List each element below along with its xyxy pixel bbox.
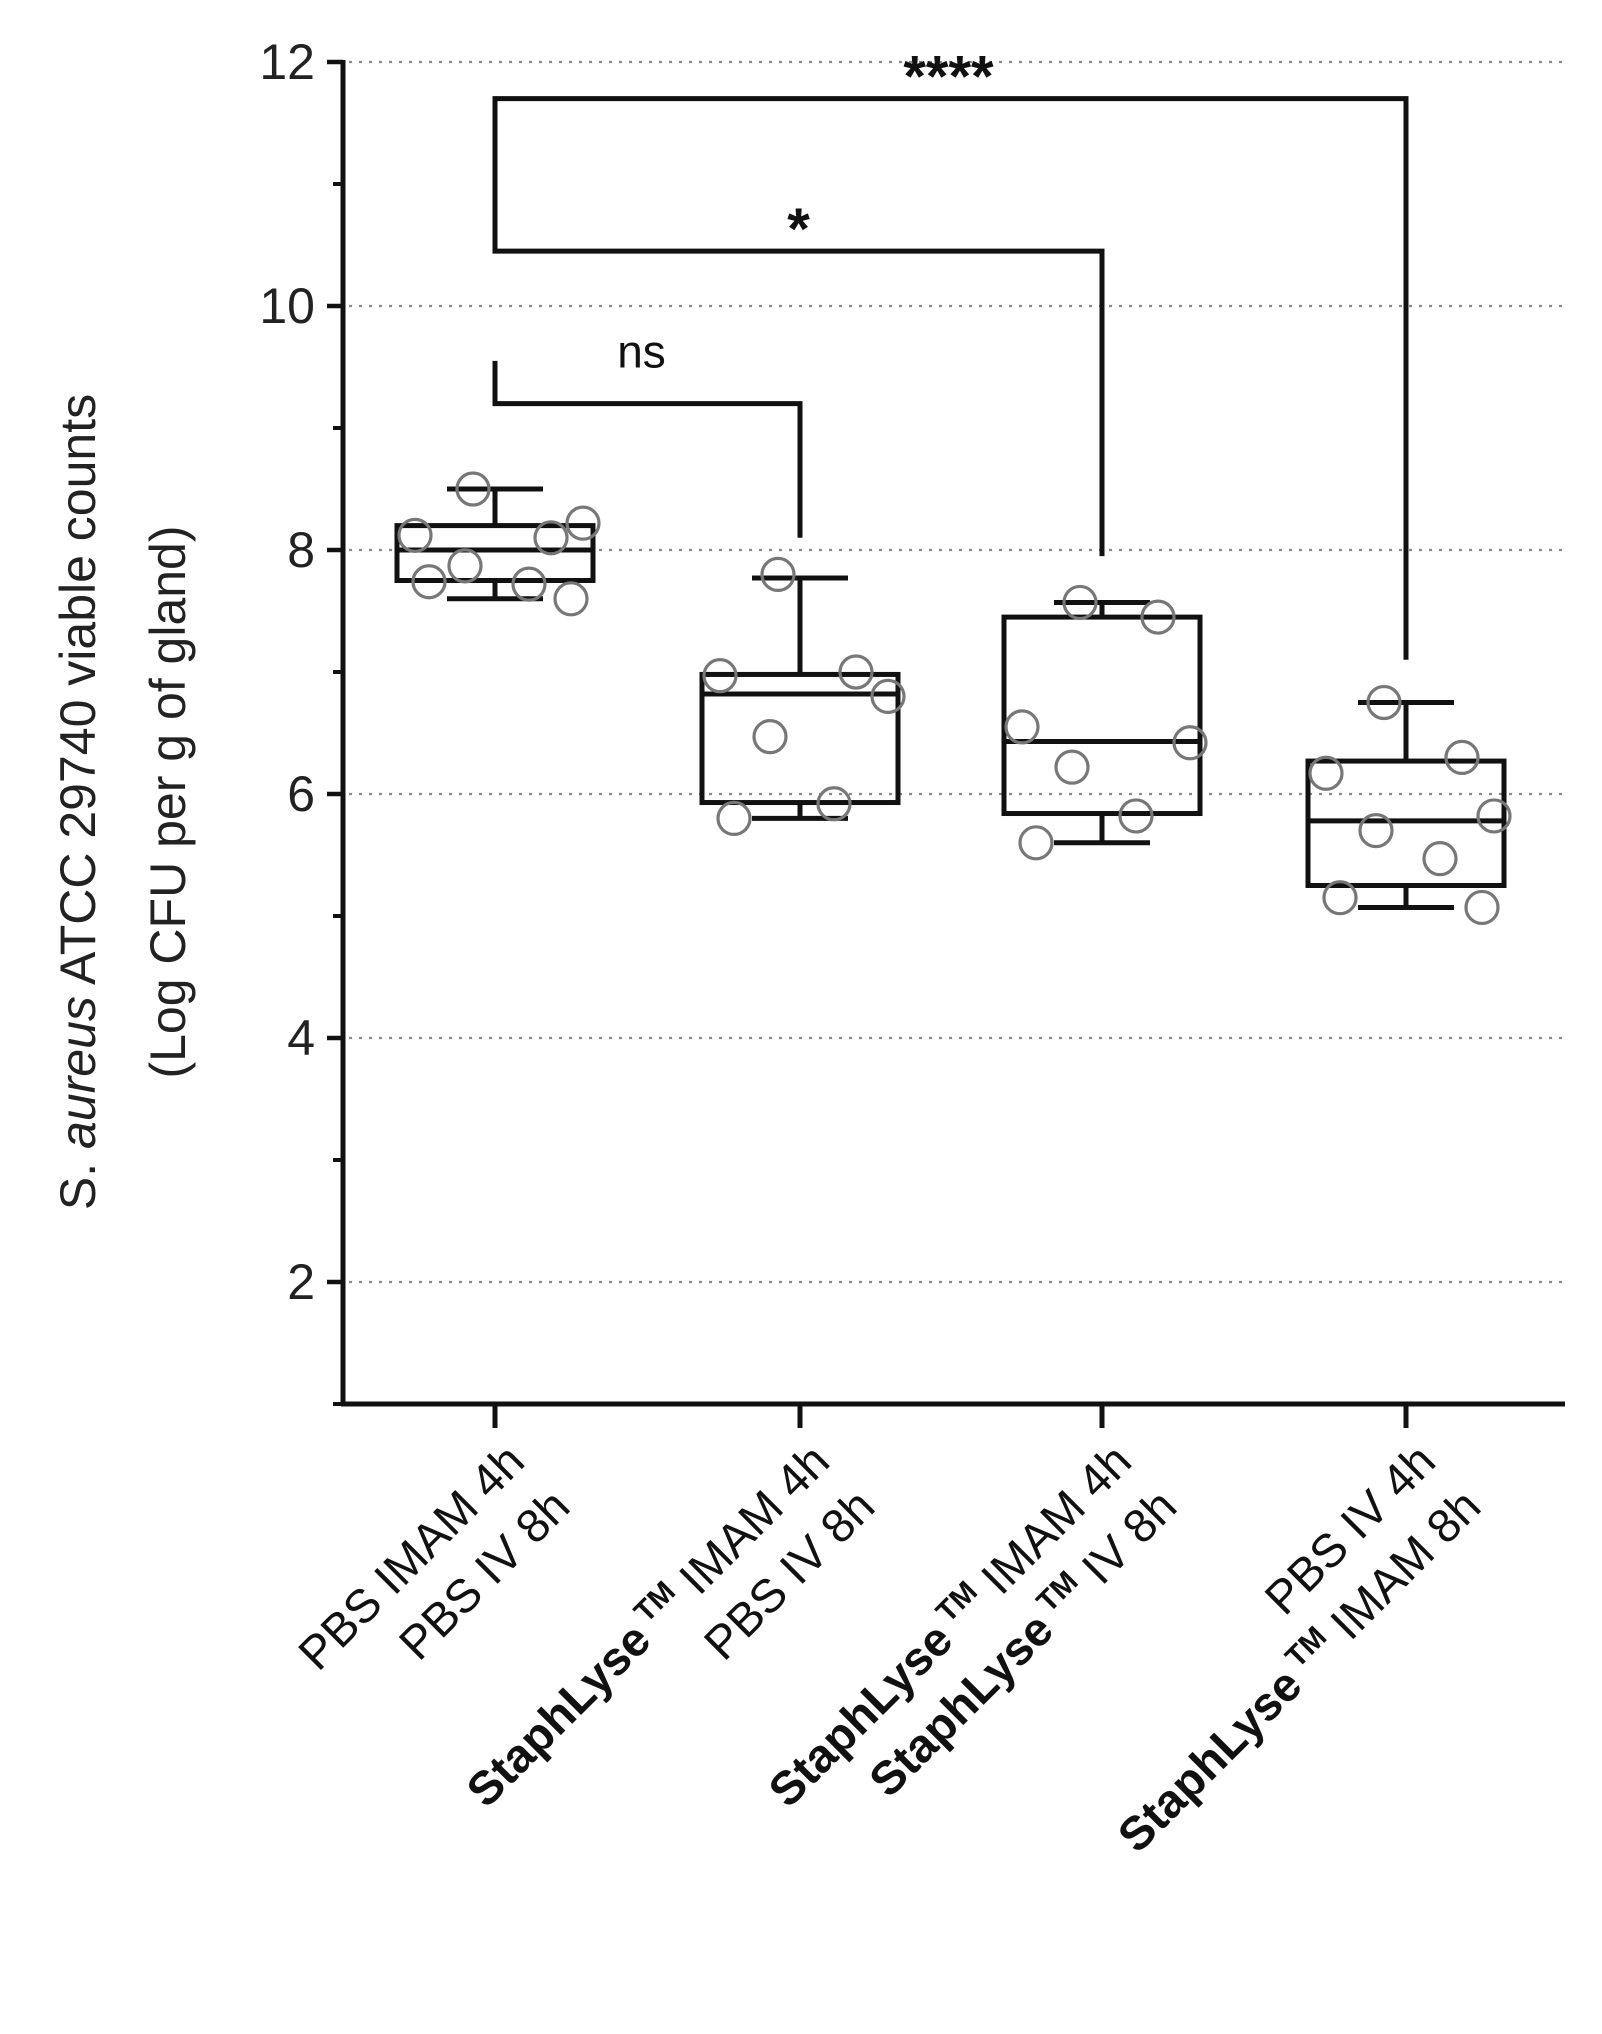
data-point: [1322, 880, 1358, 916]
y-tick-label-10: 10: [259, 278, 315, 334]
significance-brackets: ns*****: [492, 45, 1409, 660]
data-point: [716, 800, 752, 837]
data-point: [1358, 812, 1394, 849]
data-points: [397, 471, 1512, 926]
data-point: [1476, 798, 1512, 834]
data-point: [870, 678, 906, 715]
data-point: [455, 471, 491, 507]
data-point: [511, 566, 547, 602]
y-tick-label-6: 6: [287, 766, 315, 822]
data-point: [447, 548, 483, 584]
data-point: [533, 520, 569, 556]
y-axis-label-line2: (Log CFU per g of gland): [140, 525, 196, 1078]
data-point: [1054, 749, 1090, 785]
data-point: [1444, 739, 1480, 776]
data-point: [397, 517, 433, 553]
iqr-box: [699, 671, 901, 806]
y-tick-label-8: 8: [287, 522, 315, 578]
y-tick-label-12: 12: [259, 34, 315, 90]
data-point: [1308, 755, 1344, 791]
axes: 2 4 6 8 10 12: [259, 34, 1565, 1428]
bracket-1: ns: [492, 326, 803, 538]
bracket-line: [492, 360, 803, 538]
bracket-line: [492, 96, 1409, 660]
box-group-3: [1001, 599, 1203, 846]
data-point: [1422, 841, 1458, 877]
iqr-box: [1001, 614, 1203, 817]
data-point: [411, 564, 447, 600]
data-point: [553, 581, 589, 617]
label-segment: StaphLyse: [456, 1612, 660, 1816]
box-group-2: [699, 575, 901, 821]
data-point: [760, 556, 796, 593]
data-point: [1118, 798, 1154, 834]
y-tick-label-4: 4: [287, 1010, 315, 1066]
significance-label: ****: [903, 45, 994, 110]
significance-label: ns: [617, 326, 666, 378]
gridlines: [349, 60, 1565, 1284]
data-point: [1004, 709, 1040, 745]
bracket-2: *: [492, 197, 1105, 557]
axis-labels: S. aureus ATCC 29740 viable counts (Log …: [50, 394, 196, 1210]
data-point: [1018, 825, 1054, 861]
data-point: [816, 786, 852, 822]
boxes: [394, 486, 1507, 910]
significance-label: *: [787, 197, 810, 262]
data-point: [1172, 725, 1208, 761]
data-point: [702, 658, 738, 694]
label-segment: StaphLyse: [1107, 1658, 1311, 1862]
data-point: [565, 505, 601, 541]
y-tick-label-2: 2: [287, 1254, 315, 1310]
data-point: [1464, 889, 1500, 926]
box-group-1: [394, 486, 596, 602]
data-point: [838, 654, 874, 690]
y-axis-label-line1: S. aureus ATCC 29740 viable counts: [50, 394, 106, 1210]
data-point: [1062, 584, 1098, 621]
bracket-3: ****: [492, 45, 1409, 660]
data-point: [752, 719, 788, 755]
box-group-4: [1305, 700, 1507, 910]
bracket-line: [492, 202, 1105, 557]
data-point: [1366, 684, 1402, 721]
data-point: [1140, 599, 1176, 635]
iqr-box: [394, 523, 596, 583]
